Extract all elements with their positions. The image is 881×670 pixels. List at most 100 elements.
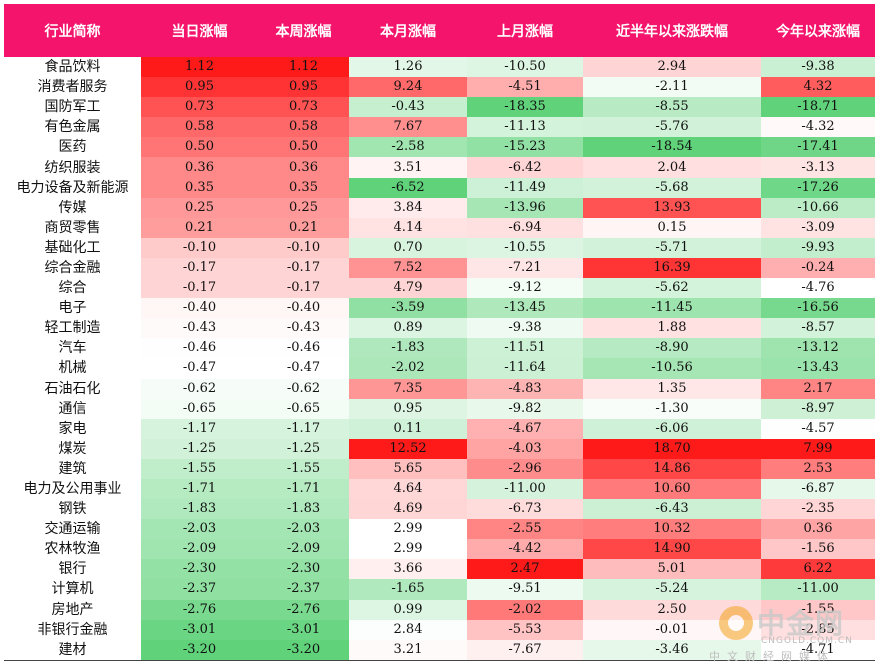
table-row: 钢铁 -1.83 -1.83 4.69 -6.73 -6.43 -2.35 <box>4 499 875 520</box>
industry-name-cell: 电力及公用事业 <box>23 481 122 498</box>
value-cell: 3.21 <box>349 639 467 661</box>
column-header: 行业简称 <box>4 4 141 57</box>
value-cell: -4.32 <box>761 117 875 138</box>
table-row: 石油石化 -0.62 -0.62 7.35 -4.83 1.35 2.17 <box>4 378 875 399</box>
value-cell: 2.94 <box>583 57 761 78</box>
value-cell: -3.20 <box>141 639 258 661</box>
table-row: 基础化工 -0.10 -0.10 0.70 -10.55 -5.71 -9.93 <box>4 237 875 258</box>
value-cell: -4.71 <box>761 639 875 661</box>
value-cell: -2.02 <box>467 599 583 620</box>
table-row: 建筑 -1.55 -1.55 5.65 -2.96 14.86 2.53 <box>4 458 875 479</box>
table-row: 交通运输 -2.03 -2.03 2.99 -2.55 10.32 0.36 <box>4 519 875 540</box>
value-cell: 0.25 <box>258 197 349 218</box>
value-cell: 5.65 <box>349 458 467 479</box>
industry-name-cell: 食品饮料 <box>44 59 101 76</box>
value-cell: -2.76 <box>258 599 349 620</box>
value-cell: -11.51 <box>467 338 583 359</box>
value-cell: -5.24 <box>583 579 761 600</box>
industry-name-cell: 医药 <box>58 139 87 156</box>
industry-name-cell: 基础化工 <box>44 239 101 256</box>
value-cell: -2.09 <box>258 539 349 560</box>
value-cell: -17.26 <box>761 177 875 198</box>
value-cell: 0.50 <box>141 137 258 158</box>
value-cell: -4.51 <box>467 77 583 98</box>
industry-name-cell: 纺织服装 <box>44 159 101 176</box>
value-cell: -3.01 <box>141 619 258 640</box>
value-cell: 2.84 <box>349 619 467 640</box>
value-cell: -2.37 <box>141 579 258 600</box>
value-cell: -0.40 <box>258 298 349 319</box>
value-cell: -2.76 <box>141 599 258 620</box>
value-cell: -5.68 <box>583 177 761 198</box>
industry-name-cell: 商贸零售 <box>44 219 101 236</box>
value-cell: -8.55 <box>583 97 761 118</box>
value-cell: -2.03 <box>258 519 349 540</box>
table-row: 消费者服务 0.95 0.95 9.24 -4.51 -2.11 4.32 <box>4 77 875 98</box>
value-cell: -0.43 <box>349 97 467 118</box>
value-cell: -2.09 <box>141 539 258 560</box>
value-cell: 0.95 <box>141 77 258 98</box>
value-cell: -5.71 <box>583 237 761 258</box>
industry-heatmap-table: 行业简称 当日涨幅 本周涨幅 本月涨幅 上月涨幅 近半年以来涨跌幅 今年以来涨幅 食品饮料 1… <box>4 4 875 661</box>
value-cell: -1.71 <box>141 478 258 500</box>
value-cell: 0.36 <box>761 519 875 540</box>
value-cell: 0.73 <box>141 97 258 118</box>
value-cell: 3.84 <box>349 197 467 218</box>
value-cell: 7.52 <box>349 257 467 279</box>
value-cell: -2.58 <box>349 137 467 158</box>
industry-name-cell: 房地产 <box>51 601 94 618</box>
value-cell: -13.12 <box>761 338 875 359</box>
value-cell: -16.56 <box>761 298 875 319</box>
industry-name-cell: 综合金融 <box>44 259 101 276</box>
industry-name-cell: 机械 <box>58 360 87 377</box>
value-cell: 0.58 <box>258 117 349 138</box>
value-cell: -18.54 <box>583 137 761 158</box>
column-header: 近半年以来涨跌幅 <box>583 4 761 57</box>
value-cell: -9.38 <box>467 318 583 339</box>
value-cell: -4.42 <box>467 539 583 560</box>
value-cell: 1.12 <box>141 57 258 78</box>
value-cell: -1.55 <box>141 458 258 479</box>
table-row: 电力及公用事业 -1.71 -1.71 4.64 -11.00 10.60 -6.87 <box>4 478 875 500</box>
value-cell: -5.62 <box>583 278 761 299</box>
value-cell: -0.43 <box>258 318 349 339</box>
table-header-row: 行业简称 当日涨幅 本周涨幅 本月涨幅 上月涨幅 近半年以来涨跌幅 今年以来涨幅 <box>4 4 875 57</box>
table-body: 食品饮料 1.12 1.12 1.26 -10.50 2.94 -9.38 消费者服务 0.95… <box>4 57 875 661</box>
value-cell: 4.32 <box>761 77 875 98</box>
value-cell: -8.57 <box>761 318 875 339</box>
value-cell: -3.09 <box>761 217 875 238</box>
value-cell: -6.73 <box>467 499 583 520</box>
value-cell: -4.83 <box>467 378 583 399</box>
value-cell: -3.01 <box>258 619 349 640</box>
value-cell: -11.00 <box>467 478 583 500</box>
value-cell: -5.53 <box>467 619 583 640</box>
value-cell: 0.25 <box>141 197 258 218</box>
value-cell: -6.42 <box>467 157 583 178</box>
value-cell: -0.65 <box>258 398 349 419</box>
value-cell: -7.67 <box>467 639 583 661</box>
table-row: 银行 -2.30 -2.30 3.66 2.47 5.01 6.22 <box>4 559 875 580</box>
value-cell: -11.64 <box>467 358 583 379</box>
table-row: 建材 -3.20 -3.20 3.21 -7.67 -3.46 -4.71 <box>4 639 875 661</box>
value-cell: -1.17 <box>258 418 349 439</box>
value-cell: -2.30 <box>141 559 258 580</box>
value-cell: 7.67 <box>349 117 467 138</box>
value-cell: 1.12 <box>258 57 349 78</box>
value-cell: 2.99 <box>349 519 467 540</box>
column-header: 本月涨幅 <box>349 4 467 57</box>
industry-name-cell: 交通运输 <box>44 521 101 538</box>
value-cell: -0.01 <box>583 619 761 640</box>
value-cell: -4.76 <box>761 278 875 299</box>
value-cell: 14.90 <box>583 539 761 560</box>
value-cell: 0.15 <box>583 217 761 238</box>
value-cell: 2.99 <box>349 539 467 560</box>
value-cell: -0.62 <box>258 378 349 399</box>
value-cell: -8.90 <box>583 338 761 359</box>
value-cell: 4.64 <box>349 478 467 500</box>
industry-name-cell: 家电 <box>58 420 87 437</box>
value-cell: -9.12 <box>467 278 583 299</box>
value-cell: 0.58 <box>141 117 258 138</box>
value-cell: -4.03 <box>467 438 583 459</box>
industry-name-cell: 综合 <box>58 280 87 297</box>
value-cell: -1.65 <box>349 579 467 600</box>
